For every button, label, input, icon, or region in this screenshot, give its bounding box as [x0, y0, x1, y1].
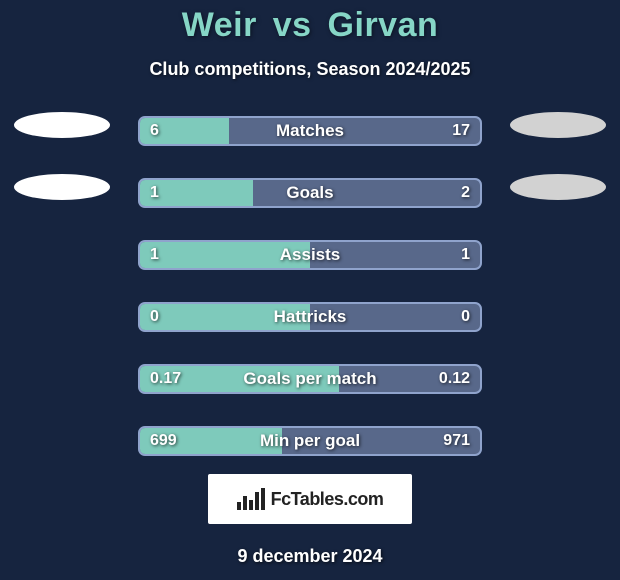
subtitle: Club competitions, Season 2024/2025 — [149, 59, 470, 80]
date-label: 9 december 2024 — [237, 546, 382, 567]
stat-value-right: 0 — [461, 308, 470, 326]
stat-value-right: 971 — [443, 432, 470, 450]
stat-value-left: 1 — [150, 184, 159, 202]
title-player-1: Weir — [182, 6, 257, 44]
stat-row: 0 0 Hattricks — [0, 294, 620, 340]
stats-chart: 6 17 Matches 1 2 Goals 1 1 Assists 0 0 Hattricks 0.1… — [0, 108, 620, 464]
player-2-icon — [510, 112, 606, 138]
stat-label: Goals — [286, 183, 333, 203]
stat-value-left: 1 — [150, 246, 159, 264]
stat-row: 1 1 Assists — [0, 232, 620, 278]
stat-label: Min per goal — [260, 431, 360, 451]
stat-value-right: 0.12 — [439, 370, 470, 388]
stat-row: 6 17 Matches — [0, 108, 620, 154]
stat-label: Hattricks — [274, 307, 347, 327]
stat-row: 699 971 Min per goal — [0, 418, 620, 464]
stat-bar-track: 699 971 Min per goal — [138, 426, 482, 456]
stat-value-left: 699 — [150, 432, 177, 450]
stat-bar-track: 1 1 Assists — [138, 240, 482, 270]
stat-value-right: 2 — [461, 184, 470, 202]
title-vs: vs — [273, 6, 312, 44]
stat-value-left: 6 — [150, 122, 159, 140]
player-1-icon — [14, 112, 110, 138]
chart-icon — [237, 488, 265, 510]
stat-row: 1 2 Goals — [0, 170, 620, 216]
stat-value-right: 1 — [461, 246, 470, 264]
stat-label: Assists — [280, 245, 340, 265]
stat-bar-track: 1 2 Goals — [138, 178, 482, 208]
player-2-icon — [510, 174, 606, 200]
stat-label: Goals per match — [243, 369, 376, 389]
logo-text: FcTables.com — [271, 489, 384, 510]
comparison-infographic: Weir vs Girvan Club competitions, Season… — [0, 0, 620, 580]
stat-label: Matches — [276, 121, 344, 141]
stat-bar-track: 6 17 Matches — [138, 116, 482, 146]
player-1-icon — [14, 174, 110, 200]
stat-row: 0.17 0.12 Goals per match — [0, 356, 620, 402]
logo-box: FcTables.com — [208, 474, 412, 524]
main-title: Weir vs Girvan — [182, 6, 439, 45]
stat-value-right: 17 — [452, 122, 470, 140]
stat-value-left: 0.17 — [150, 370, 181, 388]
stat-bar-track: 0 0 Hattricks — [138, 302, 482, 332]
stat-bar-track: 0.17 0.12 Goals per match — [138, 364, 482, 394]
title-player-2: Girvan — [328, 6, 439, 44]
stat-value-left: 0 — [150, 308, 159, 326]
